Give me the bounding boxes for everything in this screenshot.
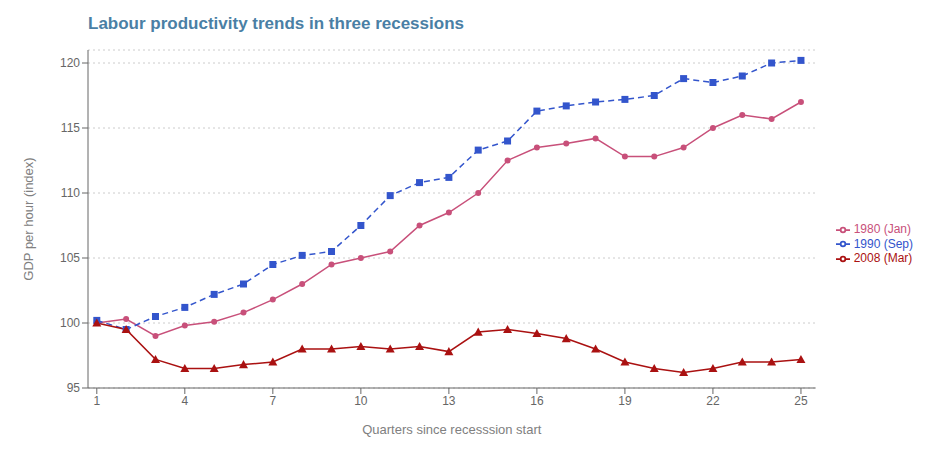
- svg-text:105: 105: [60, 251, 80, 265]
- svg-text:120: 120: [60, 56, 80, 70]
- html-text:1990 (Sep): 1990 (Sep): [853, 236, 913, 251]
- html-text:2008 (Mar): 2008 (Mar): [853, 251, 913, 266]
- svg-text:19: 19: [618, 394, 632, 408]
- html-text:1980 (Jan): 1980 (Jan): [853, 221, 911, 236]
- svg-text:110: 110: [61, 186, 80, 200]
- svg-text:GDP per hour (index): GDP per hour (index): [21, 157, 36, 280]
- svg-text:1: 1: [93, 394, 100, 408]
- svg-text:22: 22: [706, 394, 720, 408]
- svg-text:Quarters since recesssion star: Quarters since recesssion start: [362, 422, 542, 437]
- svg-text:100: 100: [60, 316, 80, 330]
- svg-text:25: 25: [794, 394, 808, 408]
- svg-text:4: 4: [181, 394, 188, 408]
- svg-text:13: 13: [442, 394, 456, 408]
- svg-text:10: 10: [354, 394, 368, 408]
- svg-text:7: 7: [269, 394, 276, 408]
- svg-text:16: 16: [530, 394, 544, 408]
- svg-text:115: 115: [61, 121, 80, 135]
- html-text:Labour productivity trends in: Labour productivity trends in three rece…: [88, 14, 464, 33]
- svg-text:95: 95: [67, 381, 81, 395]
